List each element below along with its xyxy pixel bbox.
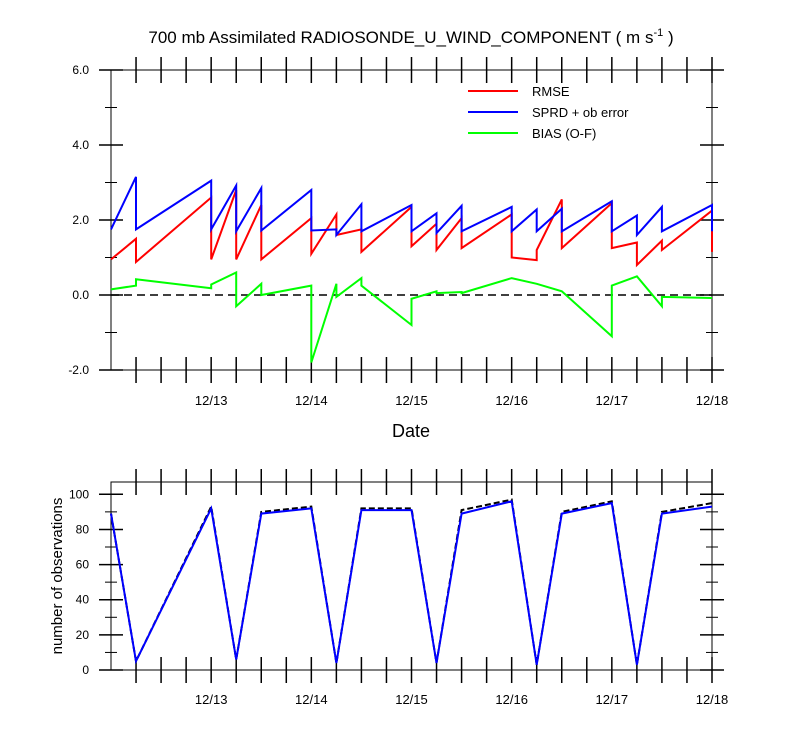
top-ticks: -2.0 0.0 2.0 4.0 6.0 12/13 12/14 12/15 12/16 12/1… (68, 57, 728, 408)
bottom-x-date-label: 12/18 (696, 692, 729, 707)
bottom-x-date-label: 12/14 (295, 692, 328, 707)
bottom-y-tick-label: 40 (76, 593, 90, 607)
bottom-y-tick-label: 100 (69, 487, 89, 501)
legend-label-bias-o-f: BIAS (O-F) (532, 126, 596, 141)
top-panel: -2.0 0.0 2.0 4.0 6.0 12/13 12/14 12/15 12/16 12/1… (68, 57, 728, 441)
top-series-bias-o-f (110, 270, 713, 363)
top-y-tick-label: 2.0 (72, 213, 89, 227)
legend-label-sprd-ob-error: SPRD + ob error (532, 105, 629, 120)
y-axis-label-observations: number of observations (49, 498, 66, 655)
top-x-date-label: 12/16 (495, 393, 528, 408)
bottom-x-date-label: 12/13 (195, 692, 228, 707)
top-y-tick-label: 0.0 (72, 288, 89, 302)
top-x-date-label: 12/13 (195, 393, 228, 408)
top-x-date-label: 12/17 (596, 393, 629, 408)
bottom-y-tick-label: 80 (76, 522, 90, 536)
chart-title: 700 mb Assimilated RADIOSONDE_U_WIND_COM… (148, 27, 673, 47)
top-y-tick-label: 6.0 (72, 63, 89, 77)
bottom-x-date-label: 12/17 (596, 692, 629, 707)
bottom-y-tick-label: 60 (76, 558, 90, 572)
bottom-x-date-label: 12/15 (395, 692, 428, 707)
top-x-date-label: 12/18 (696, 393, 729, 408)
top-y-tick-label: -2.0 (68, 363, 89, 377)
bottom-panel: 0 20 40 60 80 100 12/13 12/14 12/15 12/16 12/17 12/… (49, 469, 728, 707)
bottom-series-lines (110, 498, 713, 665)
chart-title-close: ) (663, 28, 673, 47)
bottom-y-tick-label: 0 (82, 663, 89, 677)
chart-title-superscript: -1 (653, 27, 663, 39)
bottom-x-date-label: 12/16 (495, 692, 528, 707)
top-x-date-label: 12/15 (395, 393, 428, 408)
top-y-tick-label: 4.0 (72, 138, 89, 152)
bottom-series-possible (110, 498, 713, 665)
legend: RMSE SPRD + ob error BIAS (O-F) (468, 84, 629, 141)
top-x-date-label: 12/14 (295, 393, 328, 408)
legend-label-rmse: RMSE (532, 84, 570, 99)
x-axis-label: Date (392, 421, 430, 441)
top-series-sprd-ob-error (110, 176, 713, 238)
bottom-series-assimilated (110, 500, 713, 665)
bottom-ticks: 0 20 40 60 80 100 12/13 12/14 12/15 12/16 12/17 12/… (69, 469, 728, 707)
chart-title-main: 700 mb Assimilated RADIOSONDE_U_WIND_COM… (148, 28, 653, 47)
top-series-lines (110, 176, 713, 363)
bottom-y-tick-label: 20 (76, 628, 90, 642)
